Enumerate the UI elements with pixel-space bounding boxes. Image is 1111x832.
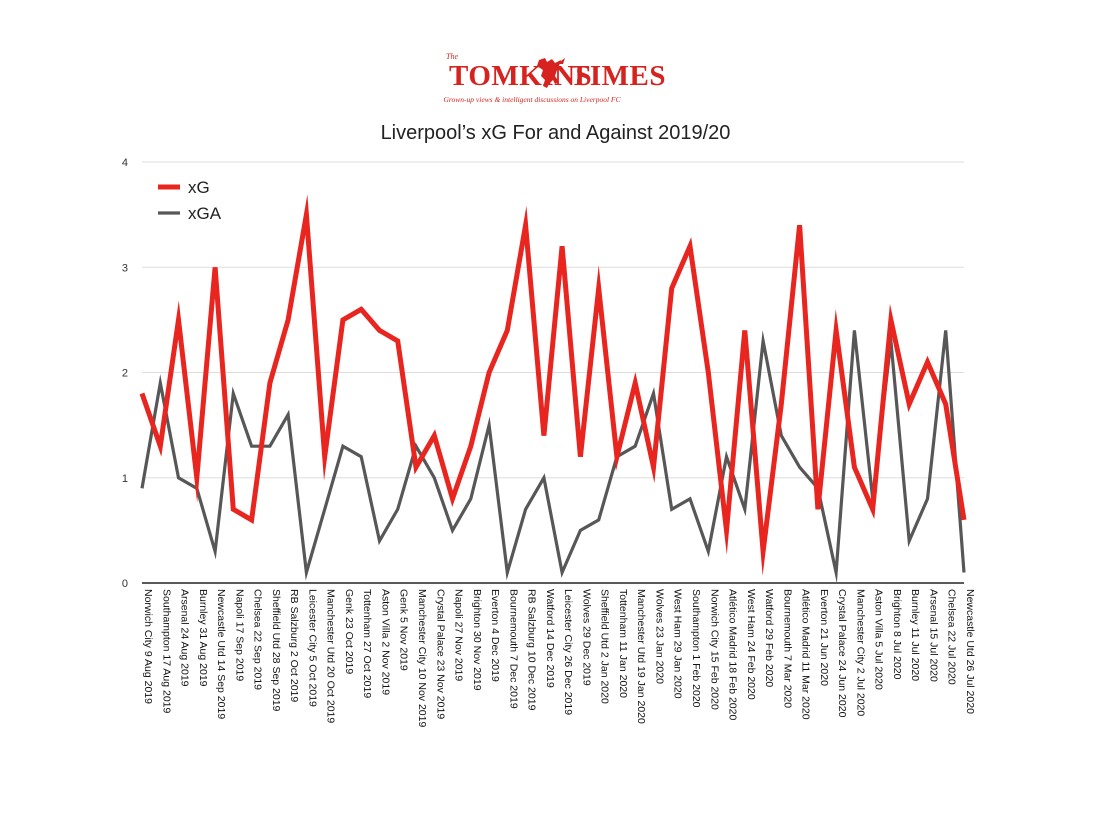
x-tick-label: Watford 29 Feb 2020 [763, 589, 775, 687]
x-tick-label: Tottenham 27 Oct 2019 [361, 589, 373, 698]
logo-tagline: Grown-up views & intelligent discussions… [0, 95, 1071, 104]
x-axis: Norwich City 9 Aug 2019 Southampton 17 Au… [142, 589, 976, 727]
x-tick-label: RB Salzburg 2 Oct 2019 [288, 589, 300, 702]
series-line-xga [140, 325, 966, 584]
chart-title: Liverpool’s xG For and Against 2019/20 [380, 122, 731, 144]
x-tick-label: Aston Villa 2 Nov 2019 [379, 589, 391, 695]
x-tick-label: Norwich City 9 Aug 2019 [142, 589, 154, 704]
x-tick-label: Manchester City 10 Nov 2019 [416, 589, 428, 727]
x-tick-label: Newcastle Utd 26 Jul 2020 [964, 589, 976, 714]
x-tick-label: Sheffield Utd 2 Jan 2020 [599, 589, 611, 704]
x-tick-label: Manchester Utd 20 Oct 2019 [325, 589, 337, 723]
x-tick-label: Arsenal 24 Aug 2019 [179, 589, 191, 687]
x-tick-label: Napoli 17 Sep 2019 [233, 589, 245, 681]
series-line-xg [139, 194, 967, 576]
x-tick-label: Crystal Palace 24 Jun 2020 [836, 589, 848, 718]
x-tick-label: Bournemouth 7 Dec 2019 [507, 589, 519, 709]
x-tick-label: Brighton 8 Jul 2020 [891, 589, 903, 680]
x-tick-label: Leicester City 26 Dec 2019 [562, 589, 574, 715]
x-tick-label: Sheffield Utd 28 Sep 2019 [270, 589, 282, 712]
x-tick-label: Atlético Madrid 18 Feb 2020 [727, 589, 739, 720]
x-tick-label: Chelsea 22 Sep 2019 [252, 589, 264, 690]
x-tick-label: Genk 5 Nov 2019 [398, 589, 410, 671]
x-tick-label: Wolves 23 Jan 2020 [653, 589, 665, 684]
series-layer [139, 194, 967, 584]
x-tick-label: RB Salzburg 10 Dec 2019 [526, 589, 538, 711]
y-tick-label: 0 [122, 578, 128, 590]
x-tick-label: Watford 14 Dec 2019 [544, 589, 556, 688]
tomkins-times-logo: The TOMKINS TIMES Grown-up views & intel… [0, 50, 1111, 110]
y-tick-label: 4 [122, 157, 128, 169]
x-tick-label: Burnley 11 Jul 2020 [909, 589, 921, 681]
logo-word-times: TIMES [570, 60, 666, 92]
x-tick-label: Genk 23 Oct 2019 [343, 589, 355, 674]
x-tick-label: Manchester Utd 19 Jan 2020 [635, 589, 647, 724]
x-tick-label: Everton 4 Dec 2019 [489, 589, 501, 682]
x-tick-label: Atlético Madrid 11 Mar 2020 [800, 589, 812, 720]
y-tick-label: 1 [122, 473, 128, 485]
logo-tagline-text: Grown-up views & intelligent discussions… [443, 95, 621, 104]
x-tick-label: Everton 21 Jun 2020 [818, 589, 830, 686]
logo-word-tomkins: TOMKINS [449, 60, 593, 92]
x-tick-label: Burnley 31 Aug 2019 [197, 589, 209, 687]
legend-label-xga: xGA [188, 204, 222, 223]
x-tick-label: Manchester City 2 Jul 2020 [854, 589, 866, 716]
gridlines [142, 161, 964, 584]
x-tick-label: West Ham 29 Jan 2020 [672, 589, 684, 699]
x-tick-label: Crystal Palace 23 Nov 2019 [434, 589, 446, 719]
liver-bird-icon [537, 58, 565, 88]
x-tick-label: Tottenham 11 Jan 2020 [617, 589, 629, 698]
y-tick-label: 2 [122, 368, 128, 380]
x-tick-label: West Ham 24 Feb 2020 [745, 589, 757, 700]
x-tick-label: Southampton 1 Feb 2020 [690, 589, 702, 708]
x-tick-label: Aston Villa 5 Jul 2020 [873, 589, 885, 690]
x-tick-label: Leicester City 5 Oct 2019 [306, 589, 318, 707]
legend-label-xg: xG [188, 178, 210, 197]
x-tick-label: Napoli 27 Nov 2019 [453, 589, 465, 681]
y-tick-label: 3 [122, 262, 128, 274]
x-tick-label: Brighton 30 Nov 2019 [471, 589, 483, 691]
x-tick-label: Wolves 29 Dec 2019 [580, 589, 592, 686]
x-tick-label: Bournemouth 7 Mar 2020 [781, 589, 793, 708]
logo-prefix: The [446, 52, 458, 61]
x-tick-label: Newcastle Utd 14 Sep 2019 [215, 589, 227, 719]
x-tick-label: Arsenal 15 Jul 2020 [927, 589, 939, 682]
x-tick-label: Chelsea 22 Jul 2020 [946, 589, 958, 685]
x-tick-label: Norwich City 15 Feb 2020 [708, 589, 720, 710]
x-tick-label: Southampton 17 Aug 2019 [160, 589, 172, 714]
y-axis: 0 1 2 3 4 [122, 157, 128, 590]
legend: xG xGA [158, 178, 222, 223]
